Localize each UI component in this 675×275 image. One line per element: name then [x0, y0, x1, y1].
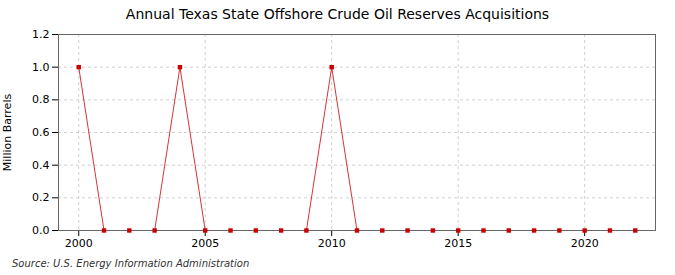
svg-text:2000: 2000 [65, 237, 93, 250]
svg-text:0.8: 0.8 [32, 93, 50, 106]
html-text:Annual Texas State Offshore Cr: Annual Texas State Offshore Crude Oil Re… [125, 6, 550, 22]
svg-text:0.2: 0.2 [32, 191, 50, 204]
svg-text:Million Barrels: Million Barrels [1, 94, 14, 172]
svg-text:0.6: 0.6 [32, 126, 50, 139]
svg-text:1.0: 1.0 [32, 61, 50, 74]
svg-text:0.0: 0.0 [32, 224, 50, 237]
svg-text:0.4: 0.4 [32, 159, 50, 172]
svg-text:2020: 2020 [571, 237, 599, 250]
svg-text:2005: 2005 [191, 237, 219, 250]
html-text:Source: U.S. Energy Informatio: Source: U.S. Energy Information Administ… [12, 258, 250, 269]
svg-text:2015: 2015 [444, 237, 472, 250]
svg-text:2010: 2010 [318, 237, 346, 250]
svg-text:1.2: 1.2 [32, 28, 50, 41]
